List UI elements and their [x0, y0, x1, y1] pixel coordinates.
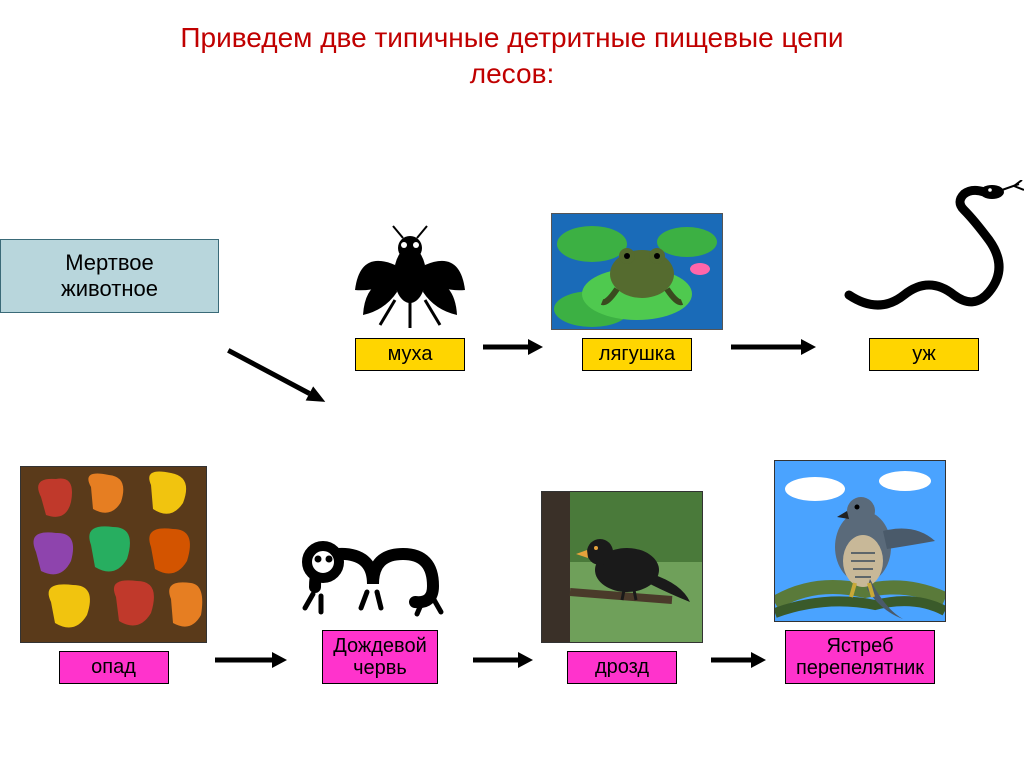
worm-label: Дождевойчервь: [322, 630, 438, 684]
thrush-label: дрозд: [567, 651, 677, 684]
snake-label: уж: [869, 338, 979, 371]
snake-node: уж: [824, 180, 1024, 371]
title-line-2: лесов:: [0, 56, 1024, 92]
worm-node: Дождевойчервь: [295, 492, 465, 684]
fly-node: муха: [345, 220, 475, 371]
leaves-node: опад: [20, 466, 207, 684]
food-chain-2: опад Дождевойчервь: [20, 460, 1020, 684]
thrush-icon: [541, 491, 703, 643]
arrow-icon: [473, 651, 533, 674]
dead-animal-box: Мертвое животное: [0, 239, 219, 313]
arrow-icon: [221, 341, 330, 415]
worm-icon: [295, 492, 465, 622]
arrow-icon: [711, 651, 766, 674]
hawk-node: Ястребперепелятник: [774, 460, 946, 684]
page-title: Приведем две типичные детритные пищевые …: [0, 0, 1024, 93]
frog-icon: [551, 213, 723, 330]
dead-animal-label: Мертвое животное: [61, 250, 158, 301]
arrow-icon: [483, 338, 543, 361]
food-chain-1: Мертвое животное муха: [0, 180, 1024, 371]
fly-icon: [345, 220, 475, 330]
title-line-1: Приведем две типичные детритные пищевые …: [0, 20, 1024, 56]
snake-icon: [824, 180, 1024, 330]
leaves-icon: [20, 466, 207, 643]
frog-label: лягушка: [582, 338, 692, 371]
arrow-icon: [215, 651, 287, 674]
frog-node: лягушка: [551, 213, 723, 371]
hawk-label: Ястребперепелятник: [785, 630, 935, 684]
arrow-icon: [731, 338, 816, 361]
hawk-icon: [774, 460, 946, 622]
leaves-label: опад: [59, 651, 169, 684]
thrush-node: дрозд: [541, 491, 703, 684]
fly-label: муха: [355, 338, 465, 371]
